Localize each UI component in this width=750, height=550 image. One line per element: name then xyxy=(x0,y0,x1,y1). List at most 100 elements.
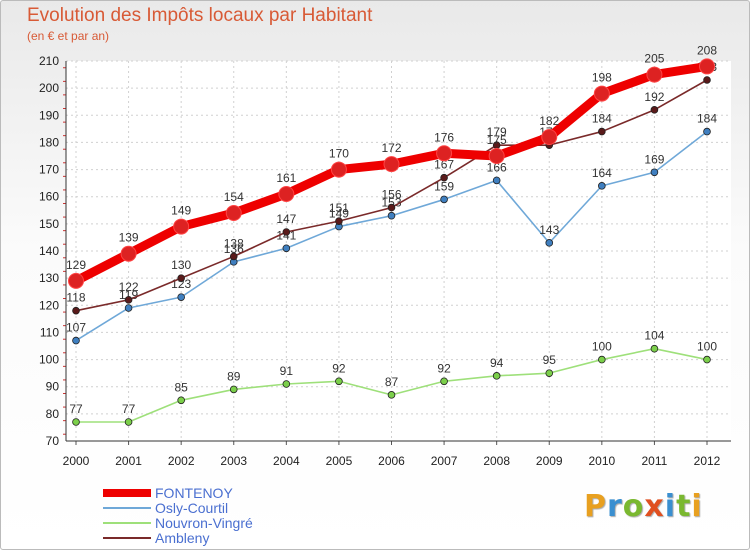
data-label: 184 xyxy=(697,112,717,126)
data-point xyxy=(440,173,448,182)
data-label: 139 xyxy=(119,231,139,245)
x-tick-label: 2007 xyxy=(431,454,458,468)
data-point xyxy=(598,127,606,136)
data-label: 161 xyxy=(276,171,296,185)
data-point xyxy=(492,176,501,185)
data-point xyxy=(387,391,396,399)
data-point xyxy=(598,355,606,364)
data-point xyxy=(72,336,80,345)
data-label: 100 xyxy=(697,340,717,354)
data-label: 91 xyxy=(280,364,294,378)
data-label: 156 xyxy=(381,188,401,202)
data-point xyxy=(173,218,190,235)
logo-letter: o xyxy=(622,489,645,524)
data-point xyxy=(387,211,396,220)
x-tick-label: 2009 xyxy=(536,454,563,468)
data-label: 153 xyxy=(381,196,401,210)
data-point xyxy=(646,66,663,83)
x-tick-label: 2010 xyxy=(588,454,615,468)
legend-label-osly-courtil: Osly-Courtil xyxy=(155,500,228,516)
x-tick-label: 2001 xyxy=(115,454,142,468)
data-point xyxy=(545,239,554,247)
data-point xyxy=(282,228,291,236)
legend-label-ambleny: Ambleny xyxy=(155,530,209,546)
data-label: 130 xyxy=(171,258,191,272)
data-label: 151 xyxy=(329,201,349,215)
data-label: 170 xyxy=(329,147,349,161)
data-label: 175 xyxy=(487,133,507,147)
data-label: 87 xyxy=(385,375,399,389)
y-tick-label: 180 xyxy=(39,135,59,149)
proxiti-logo: Proxiti xyxy=(584,489,703,524)
data-point xyxy=(650,344,659,353)
data-label: 198 xyxy=(592,71,612,85)
y-tick-label: 170 xyxy=(39,163,59,177)
series-nouvron-vingre: 77 77 85 89 91 92 87 92 94 95 100 104 100 xyxy=(69,329,717,426)
x-tick-label: 2002 xyxy=(168,454,195,468)
data-point xyxy=(72,306,80,315)
data-label: 89 xyxy=(227,369,241,383)
data-point xyxy=(282,380,291,388)
data-point xyxy=(488,148,505,164)
data-point xyxy=(72,418,80,426)
data-point xyxy=(440,377,448,386)
y-tick-label: 150 xyxy=(39,217,59,231)
data-point xyxy=(383,156,400,173)
data-point xyxy=(387,203,396,212)
y-tick-label: 160 xyxy=(39,190,59,204)
y-tick-label: 110 xyxy=(40,325,59,339)
data-label: 205 xyxy=(644,52,664,66)
chart-title: Evolution des Impôts locaux par Habitant xyxy=(27,5,373,26)
data-label: 94 xyxy=(490,356,504,370)
logo-letter: r xyxy=(607,489,623,524)
data-label: 143 xyxy=(539,223,559,237)
data-point xyxy=(703,76,711,84)
data-point xyxy=(124,296,133,304)
data-point xyxy=(541,129,558,145)
data-point xyxy=(124,304,133,312)
data-label: 176 xyxy=(434,130,454,144)
data-label: 149 xyxy=(329,207,349,221)
data-label: 167 xyxy=(434,158,454,172)
y-tick-label: 90 xyxy=(46,380,60,394)
x-tick-label: 2000 xyxy=(63,454,90,468)
data-point xyxy=(440,195,448,204)
data-point xyxy=(68,272,84,289)
data-point xyxy=(330,161,347,178)
data-label: 138 xyxy=(224,236,244,250)
data-label: 192 xyxy=(644,90,664,104)
logo-letter: i xyxy=(691,489,703,524)
data-point xyxy=(177,274,185,282)
data-point xyxy=(177,396,185,405)
legend-label-nouvron-vingre: Nouvron-Vingré xyxy=(155,515,253,531)
data-point xyxy=(124,418,133,426)
y-tick-label: 70 xyxy=(46,434,60,448)
x-tick-label: 2008 xyxy=(483,454,510,468)
data-label: 136 xyxy=(224,242,244,256)
data-label: 169 xyxy=(644,152,664,166)
logo-letter: t xyxy=(676,489,692,524)
x-tick-label: 2006 xyxy=(378,454,405,468)
data-point xyxy=(120,245,137,262)
data-point xyxy=(598,182,606,190)
data-label: 149 xyxy=(171,204,191,218)
data-label: 92 xyxy=(437,361,451,375)
x-tick-label: 2011 xyxy=(642,454,668,468)
data-label: 77 xyxy=(122,402,136,416)
data-label: 85 xyxy=(174,380,188,394)
data-point xyxy=(229,385,238,394)
data-label: 154 xyxy=(224,190,244,204)
data-point xyxy=(229,252,238,261)
data-point xyxy=(699,58,715,75)
logo-letter: i xyxy=(664,489,677,524)
y-tick-label: 120 xyxy=(39,298,59,312)
data-point xyxy=(703,127,711,136)
data-label: 118 xyxy=(66,291,85,305)
data-label: 164 xyxy=(592,166,612,180)
data-label: 184 xyxy=(592,112,612,126)
data-label: 147 xyxy=(276,212,296,226)
data-label: 107 xyxy=(66,321,86,335)
y-tick-label: 200 xyxy=(39,81,59,95)
data-point xyxy=(650,106,659,114)
